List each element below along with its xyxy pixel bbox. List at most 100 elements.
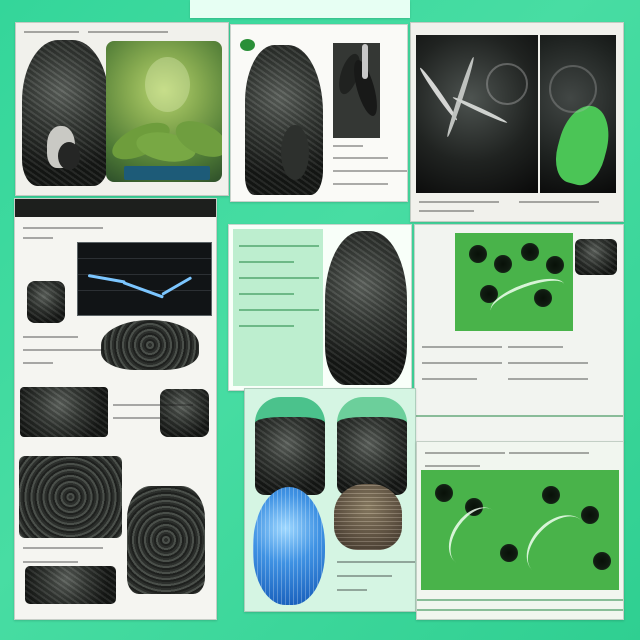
center-green-notes-sheet (228, 224, 412, 391)
top-left-specimen-sheet (15, 22, 229, 196)
micrograph-left (416, 35, 538, 193)
chart-series-line (87, 274, 126, 284)
caption-line (333, 157, 388, 159)
light-specimen-highlight (145, 57, 190, 112)
green-text-line (239, 325, 294, 327)
cell-outline (549, 65, 597, 113)
specimen-fold (281, 125, 309, 180)
specimen-highlight (362, 44, 368, 79)
dense-specimen-photo (19, 456, 122, 538)
text-line (23, 336, 78, 338)
text-line (23, 349, 103, 351)
dark-spot (546, 256, 564, 274)
dark-spot (494, 255, 512, 273)
brown-specimen (334, 484, 402, 550)
dark-spot (480, 285, 498, 303)
left-chart-report-sheet (14, 198, 217, 620)
chart-gridline (78, 274, 211, 275)
dark-spot (465, 498, 483, 516)
text-line (509, 452, 589, 454)
green-text-line (239, 245, 319, 247)
specimen-photo (325, 231, 407, 385)
line-chart-screen (77, 242, 212, 316)
cell-outline (486, 63, 528, 105)
green-text-line (239, 309, 319, 311)
specimen-thumb (575, 239, 617, 275)
dense-specimen-photo (127, 486, 205, 594)
dark-spot (593, 552, 611, 570)
dark-spot (542, 486, 560, 504)
dark-spot (521, 243, 539, 261)
green-spotted-texture (455, 233, 573, 331)
lower-right-green-sheet (416, 441, 624, 620)
green-rule (415, 415, 623, 417)
text-line (113, 404, 193, 406)
text-line (113, 417, 168, 419)
blue-shadow-shape (124, 166, 210, 180)
text-line (23, 561, 78, 563)
green-notes-block (233, 229, 323, 386)
specimen-photo (20, 387, 108, 437)
caption-line (24, 31, 79, 33)
text-line (23, 362, 53, 364)
caption-line (419, 201, 499, 203)
green-text-line (239, 293, 294, 295)
dark-spot (581, 506, 599, 524)
green-specimen-photo (106, 41, 222, 182)
dark-spot (534, 289, 552, 307)
top-right-micrograph-sheet (410, 22, 624, 222)
text-line (508, 346, 563, 348)
caption-line (88, 31, 168, 33)
green-topped-specimen (255, 397, 325, 495)
green-topped-specimen (337, 397, 407, 495)
micrograph-right (540, 35, 616, 193)
pale-vein (486, 271, 570, 325)
center-specimen-grid (244, 388, 416, 612)
green-text-line (239, 277, 319, 279)
specimen-photo (25, 566, 116, 604)
green-text-line (239, 261, 294, 263)
dark-spot (435, 484, 453, 502)
text-line (337, 561, 415, 563)
chart-series-line (161, 276, 193, 296)
green-rule (417, 599, 623, 601)
caption-line (333, 183, 388, 185)
text-line (422, 346, 502, 348)
dark-specimen-photo (22, 40, 109, 186)
text-line (23, 547, 103, 549)
green-spotted-texture (421, 470, 619, 590)
green-rule (417, 609, 623, 611)
shadow-specimen-mark (58, 142, 80, 170)
top-center-specimen-sheet (230, 24, 408, 202)
dark-spot (500, 544, 518, 562)
blue-specimen (253, 487, 325, 605)
caption-line (419, 210, 474, 212)
chart-gridline (78, 258, 211, 259)
top-strip-paper (190, 0, 410, 18)
text-line (508, 378, 588, 380)
caption-line (519, 201, 599, 203)
text-line (337, 589, 367, 591)
dark-specimen-photo (245, 45, 323, 195)
dark-header-bar (15, 199, 216, 217)
text-line (23, 237, 53, 239)
text-line (425, 465, 480, 467)
caption-line (333, 145, 363, 147)
text-line (23, 227, 103, 229)
green-leaf-shape (549, 100, 616, 190)
text-line (422, 362, 502, 364)
scaled-specimen-photo (101, 320, 199, 370)
text-line (508, 362, 588, 364)
text-line (337, 575, 392, 577)
caption-line (333, 170, 407, 172)
dark-specimen-thumb (27, 281, 65, 323)
right-green-texture-sheet (414, 224, 624, 442)
text-line (422, 378, 477, 380)
dark-spot (469, 245, 487, 263)
branching-filament (445, 56, 476, 138)
green-leaf-icon (240, 39, 255, 51)
text-line (425, 452, 505, 454)
pale-vein (438, 497, 511, 575)
dark-specimen-photo (333, 43, 380, 138)
